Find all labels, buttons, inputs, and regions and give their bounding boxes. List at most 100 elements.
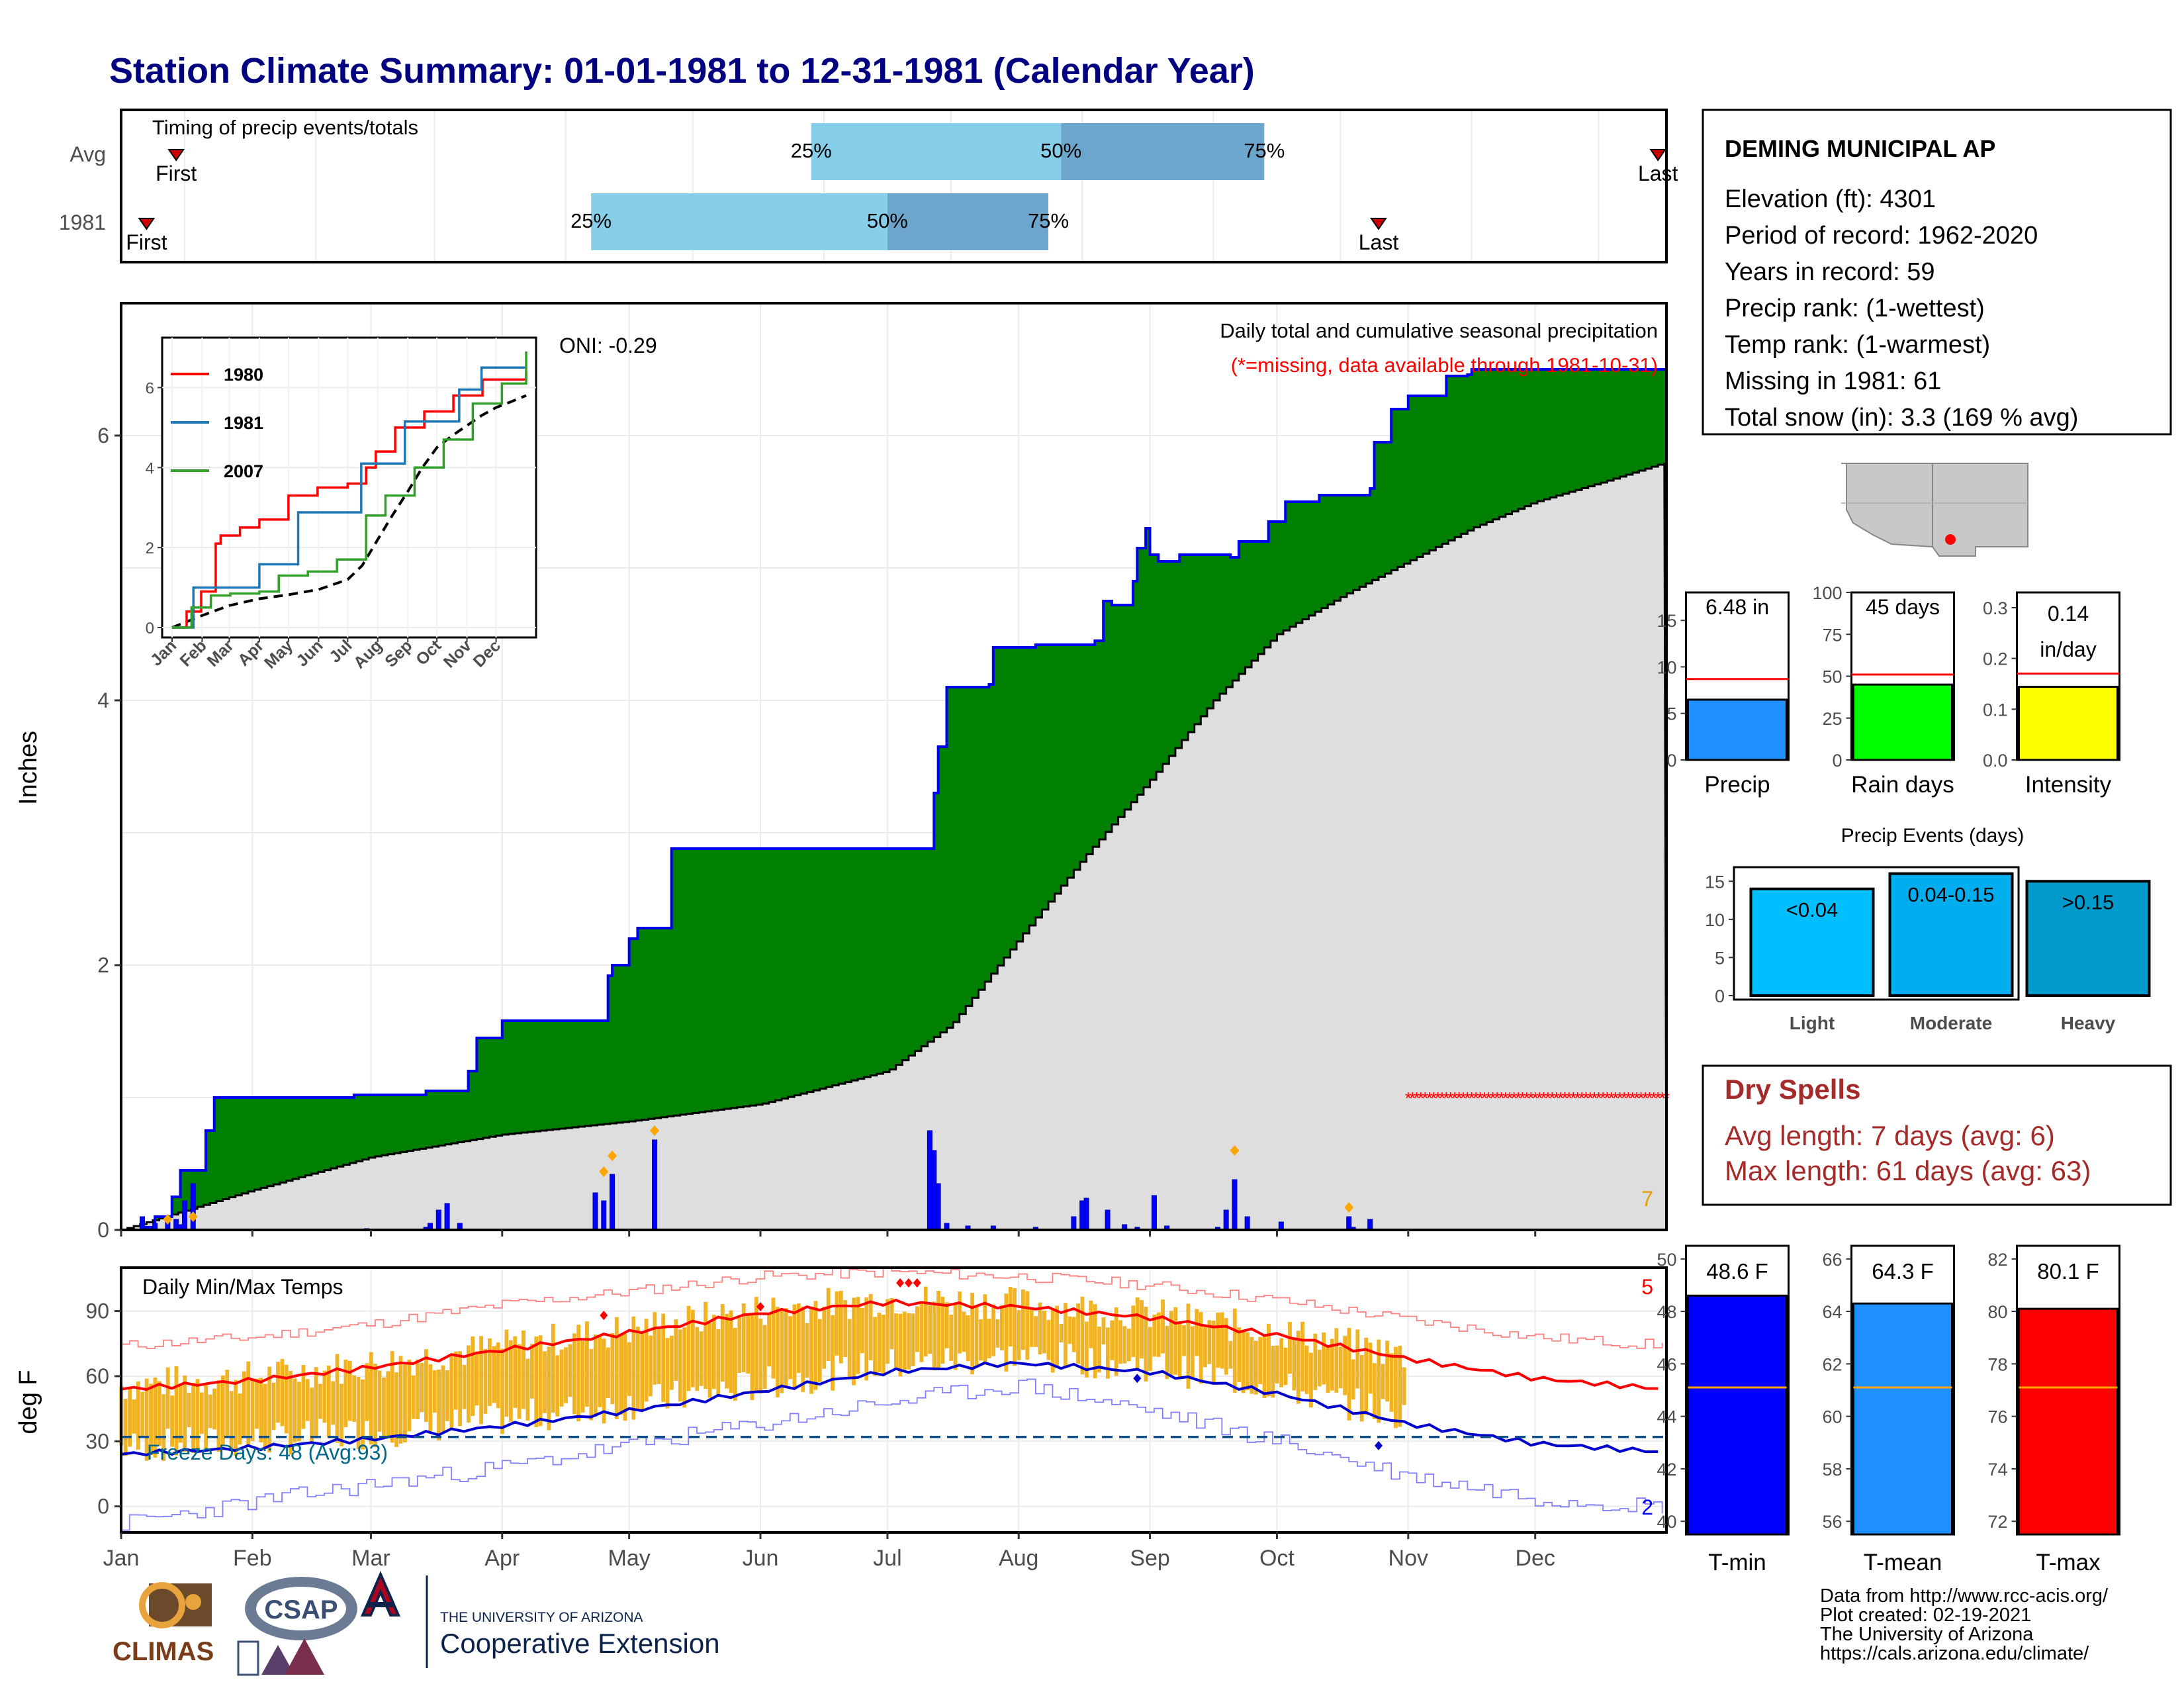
- mini-label-Intensity: Intensity: [2025, 772, 2112, 798]
- temp-ytick-label-1: 30: [85, 1429, 109, 1453]
- annual-precip-bars: 6.48 in 0 5 10 15 Precip 45 days 0 25 50 75 100 Rain…: [1657, 583, 2120, 798]
- daily-temp-bar: [707, 1323, 712, 1398]
- precip-ytick-label-1: 2: [97, 953, 109, 977]
- csap-logo: CSAP: [237, 1577, 357, 1676]
- daily-temp-bar: [195, 1379, 200, 1450]
- daily-temp-bar: [382, 1377, 386, 1436]
- daily-temp-bar: [479, 1336, 483, 1425]
- daily-temp-bar: [568, 1344, 572, 1397]
- daily-temp-bar: [437, 1369, 441, 1441]
- record-high-marker-icon-3: [904, 1278, 913, 1288]
- missing-day-marker: *: [1511, 1088, 1518, 1108]
- daily-temp-bar: [289, 1371, 293, 1455]
- daily-temp-bar: [271, 1382, 276, 1430]
- daily-temp-bar: [1122, 1326, 1127, 1364]
- daily-temp-bar: [1004, 1293, 1009, 1372]
- timing-bar-q50-q75-Avg: [1061, 123, 1265, 180]
- daily-temp-bar: [525, 1358, 530, 1421]
- daily-temp-bar: [1355, 1329, 1360, 1389]
- daily-temp-bar: [1377, 1339, 1381, 1423]
- daily-temp-bar: [1326, 1345, 1330, 1393]
- record-min-line: [121, 1378, 1663, 1531]
- missing-day-marker: *: [1430, 1088, 1437, 1108]
- cumulative-average-area: [121, 462, 1668, 1231]
- mini-ytick-label: 0: [1832, 751, 1842, 771]
- daily-temp-bar: [839, 1290, 843, 1364]
- climas-wordmark: CLIMAS: [113, 1637, 214, 1666]
- temp-summary-ytick-label: 44: [1657, 1407, 1676, 1427]
- missing-day-marker: *: [1524, 1088, 1530, 1108]
- daily-temp-bar: [529, 1343, 534, 1399]
- month-label-Jul: Jul: [873, 1546, 901, 1571]
- daily-temp-bar: [263, 1383, 267, 1450]
- daily-temp-bar: [758, 1318, 763, 1393]
- daily-temp-bar: [1398, 1345, 1402, 1427]
- daily-temp-bar: [1300, 1321, 1305, 1391]
- daily-temp-bar: [589, 1348, 594, 1421]
- daily-temp-bar: [610, 1333, 615, 1405]
- timing-first-label-1981: First: [126, 230, 167, 254]
- timing-last-marker-icon-Avg: [1649, 149, 1667, 162]
- events-range-Light: <0.04: [1786, 898, 1838, 921]
- events-ytick-label: 15: [1705, 872, 1725, 892]
- daily-temp-bar: [1313, 1333, 1318, 1390]
- timing-first-marker-icon-1981: [138, 218, 156, 230]
- snow-marker-icon-1: [188, 1211, 198, 1222]
- snow-marker-icon-6: [1344, 1202, 1354, 1213]
- daily-temp-bar: [331, 1381, 336, 1425]
- footer-line-2: Plot created: 02-19-2021: [1820, 1605, 2031, 1626]
- daily-temp-bar: [1000, 1305, 1004, 1350]
- missing-day-marker: *: [1519, 1088, 1525, 1108]
- missing-day-marker: *: [1460, 1088, 1467, 1108]
- daily-temp-bar: [1309, 1352, 1313, 1408]
- daily-temp-bar: [347, 1360, 352, 1421]
- inset-legend-label-1980: 1980: [224, 365, 263, 385]
- timing-pct-50-1981: 50%: [867, 209, 908, 232]
- dry-spells-title: Dry Spells: [1725, 1074, 1860, 1105]
- daily-temp-bar: [178, 1384, 183, 1443]
- mini-label-Precip: Precip: [1704, 772, 1770, 798]
- temp-ylabel: deg F: [15, 1370, 42, 1434]
- temp-summary-bar-T-mean: [1852, 1302, 1953, 1536]
- daily-temp-bar: [250, 1379, 255, 1441]
- daily-temp-bar: [902, 1311, 907, 1370]
- mini-ytick-label: 0.0: [1983, 751, 2008, 771]
- daily-temp-bar: [432, 1370, 437, 1413]
- daily-temp-bar: [365, 1363, 369, 1421]
- daily-temp-bar: [1080, 1296, 1085, 1375]
- missing-day-marker: *: [1604, 1088, 1610, 1108]
- events-ytick-label: 10: [1705, 910, 1725, 930]
- mini-ytick-label: 75: [1822, 625, 1842, 645]
- daily-temp-bar: [1148, 1327, 1152, 1372]
- daily-precip-bar-24: [1071, 1216, 1077, 1231]
- daily-temp-bar: [704, 1301, 708, 1389]
- daily-temp-bar: [1241, 1331, 1246, 1393]
- snow-marker-icon-0: [163, 1214, 173, 1225]
- station-marker-icon: [1945, 534, 1956, 545]
- mini-ytick-label: 100: [1812, 583, 1842, 603]
- daily-temp-bar: [771, 1297, 776, 1379]
- missing-day-marker: *: [1481, 1088, 1488, 1108]
- daily-temp-bar: [932, 1301, 936, 1371]
- daily-temp-bar: [614, 1317, 619, 1419]
- timing-panel: 25% 50% 75% 25% 50% 75% Timing of precip even…: [59, 109, 1678, 263]
- missing-day-marker: *: [1434, 1088, 1441, 1108]
- events-bar-Heavy: [2025, 880, 2151, 997]
- daily-temp-bar: [733, 1327, 737, 1401]
- daily-temp-bar: [780, 1309, 784, 1393]
- temp-summary-ytick-label: 82: [1987, 1250, 2007, 1270]
- daily-temp-bar: [801, 1306, 805, 1392]
- timing-bar-q25-q50-Avg: [811, 123, 1062, 180]
- daily-precip-bar-34: [1232, 1179, 1238, 1231]
- mini-value-unit-Intensity: in/day: [2040, 637, 2096, 661]
- missing-day-marker: *: [1596, 1088, 1602, 1108]
- month-label-Jun: Jun: [743, 1546, 779, 1571]
- missing-day-marker: *: [1638, 1088, 1645, 1108]
- record-high-marker-icon-2: [896, 1278, 905, 1288]
- daily-temp-bar: [953, 1303, 958, 1370]
- missing-day-marker: *: [1642, 1088, 1649, 1108]
- daily-temp-bar: [483, 1348, 488, 1414]
- daily-temp-bar: [246, 1361, 251, 1448]
- daily-temp-bar: [398, 1356, 403, 1444]
